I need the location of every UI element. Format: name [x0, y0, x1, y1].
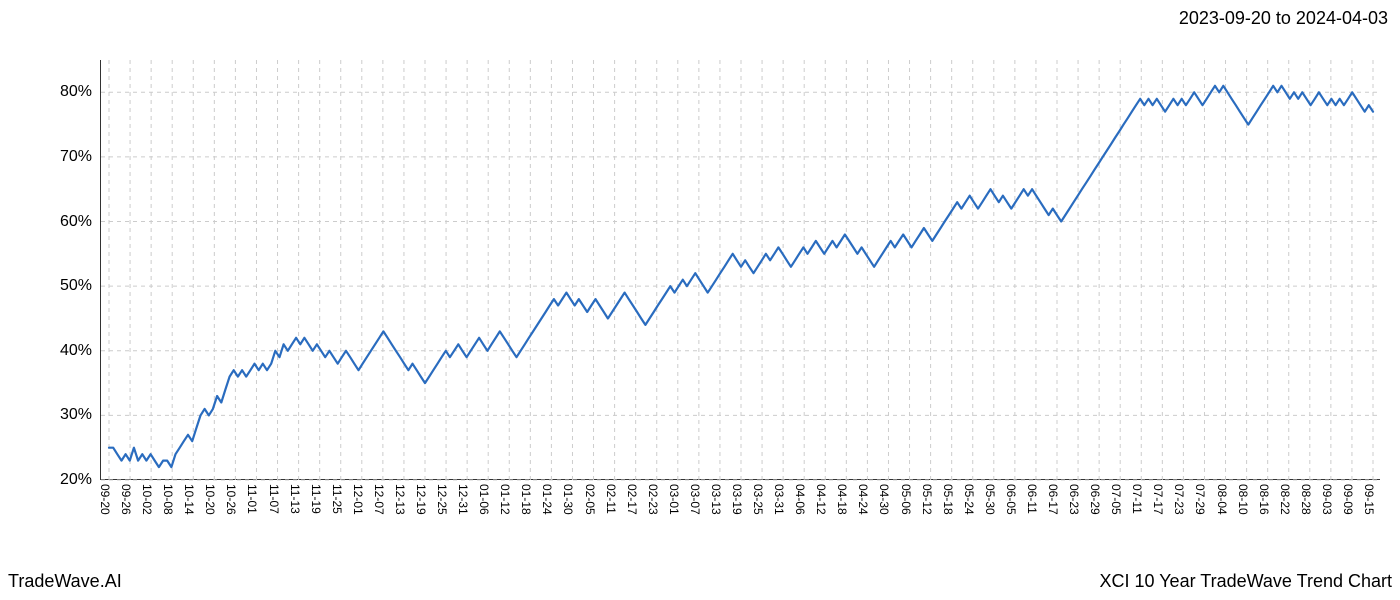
xtick-label: 03-01 [667, 484, 681, 515]
xtick-label: 01-12 [498, 484, 512, 515]
xtick-label: 12-19 [414, 484, 428, 515]
xtick-label: 03-31 [772, 484, 786, 515]
xtick-label: 12-01 [351, 484, 365, 515]
xtick-label: 06-29 [1088, 484, 1102, 515]
xtick-label: 01-30 [561, 484, 575, 515]
ytick-label: 50% [32, 277, 92, 295]
xtick-label: 11-01 [245, 484, 259, 514]
xtick-label: 02-23 [646, 484, 660, 515]
xtick-label: 03-25 [751, 484, 765, 515]
xtick-label: 03-07 [688, 484, 702, 515]
trend-chart: 09-20 09-26 10-02 10-08 10-14 10-20 10-26 11-01… [0, 40, 1400, 560]
xtick-label: 06-05 [1004, 484, 1018, 515]
xtick-label: 05-12 [920, 484, 934, 515]
xtick-label: 03-19 [730, 484, 744, 515]
xtick-label: 01-18 [519, 484, 533, 515]
xtick-label: 10-02 [140, 484, 154, 515]
xtick-label: 03-13 [709, 484, 723, 515]
xtick-label: 07-29 [1193, 484, 1207, 515]
xtick-label: 07-11 [1130, 484, 1144, 514]
xtick-label: 05-24 [962, 484, 976, 515]
ytick-label: 40% [32, 342, 92, 360]
ytick-label: 20% [32, 471, 92, 489]
chart-title: XCI 10 Year TradeWave Trend Chart [1100, 571, 1393, 592]
xtick-label: 06-23 [1067, 484, 1081, 515]
xtick-label: 04-24 [856, 484, 870, 515]
xtick-label: 02-17 [625, 484, 639, 515]
xtick-label: 04-12 [814, 484, 828, 515]
xtick-label: 01-06 [477, 484, 491, 515]
ytick-label: 30% [32, 406, 92, 424]
xtick-label: 08-22 [1278, 484, 1292, 515]
xtick-label: 02-11 [604, 484, 618, 514]
plot-area [100, 60, 1380, 480]
xtick-label: 05-30 [983, 484, 997, 515]
xtick-label: 10-08 [161, 484, 175, 515]
ytick-label: 80% [32, 83, 92, 101]
xtick-label: 11-25 [330, 484, 344, 514]
xtick-label: 09-20 [98, 484, 112, 515]
xtick-label: 08-28 [1299, 484, 1313, 515]
brand-label: TradeWave.AI [8, 571, 122, 592]
xtick-label: 12-31 [456, 484, 470, 515]
line-svg [101, 60, 1380, 479]
xtick-label: 12-13 [393, 484, 407, 515]
xtick-label: 01-24 [540, 484, 554, 515]
xtick-label: 07-23 [1172, 484, 1186, 515]
xtick-label: 04-06 [793, 484, 807, 515]
xtick-label: 02-05 [583, 484, 597, 515]
xtick-label: 08-16 [1257, 484, 1271, 515]
date-range-label: 2023-09-20 to 2024-04-03 [1179, 8, 1388, 29]
xtick-label: 05-06 [899, 484, 913, 515]
ytick-label: 70% [32, 148, 92, 166]
ytick-label: 60% [32, 213, 92, 231]
xtick-label: 04-30 [877, 484, 891, 515]
xtick-label: 11-13 [288, 484, 302, 514]
xtick-label: 11-07 [267, 484, 281, 514]
xtick-label: 09-09 [1341, 484, 1355, 515]
xtick-label: 07-05 [1109, 484, 1123, 515]
xtick-label: 11-19 [309, 484, 323, 514]
xtick-label: 06-17 [1046, 484, 1060, 515]
xtick-label: 08-04 [1215, 484, 1229, 515]
xtick-label: 10-14 [182, 484, 196, 515]
xtick-label: 06-11 [1025, 484, 1039, 514]
xtick-label: 09-15 [1362, 484, 1376, 515]
xtick-label: 10-20 [203, 484, 217, 515]
xtick-label: 08-10 [1236, 484, 1250, 515]
xtick-label: 12-25 [435, 484, 449, 515]
xtick-label: 07-17 [1151, 484, 1165, 515]
xtick-label: 12-07 [372, 484, 386, 515]
xtick-label: 05-18 [941, 484, 955, 515]
xtick-label: 09-26 [119, 484, 133, 515]
xtick-label: 04-18 [835, 484, 849, 515]
xtick-label: 10-26 [224, 484, 238, 515]
xtick-label: 09-03 [1320, 484, 1334, 515]
